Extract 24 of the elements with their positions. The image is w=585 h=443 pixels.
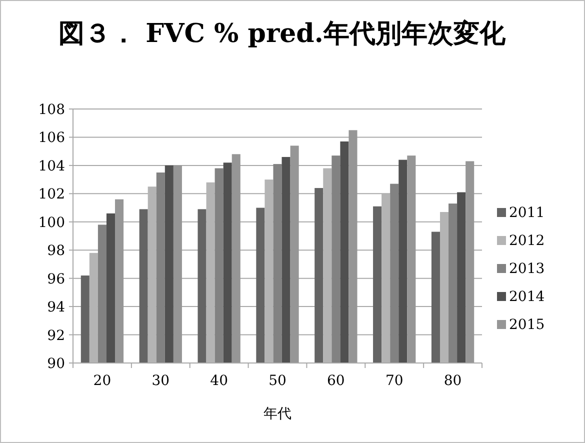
y-tick-label: 92 xyxy=(47,328,65,344)
y-tick-label: 104 xyxy=(38,158,66,174)
x-tick-label: 20 xyxy=(93,373,112,389)
y-tick-label: 94 xyxy=(47,300,66,316)
y-tick-label: 100 xyxy=(38,214,65,231)
x-tick-label: 70 xyxy=(385,373,404,389)
legend-label: 2011 xyxy=(509,205,545,221)
x-tick-label: 80 xyxy=(444,373,462,389)
legend-label: 2012 xyxy=(509,233,545,249)
legend-label: 2013 xyxy=(509,261,545,277)
legend-label: 2015 xyxy=(509,317,545,333)
x-tick-label: 60 xyxy=(327,373,345,389)
x-tick-label: 30 xyxy=(152,373,170,389)
legend-label: 2014 xyxy=(509,289,545,305)
y-tick-label: 98 xyxy=(47,243,65,260)
y-tick-label: 106 xyxy=(38,130,66,146)
y-tick-label: 108 xyxy=(38,102,65,118)
x-tick-label: 40 xyxy=(210,373,228,389)
y-tick-label: 90 xyxy=(47,356,65,372)
y-tick-label: 96 xyxy=(47,271,66,288)
x-tick-label: 50 xyxy=(268,373,286,389)
y-tick-label: 102 xyxy=(38,186,65,203)
title: 図３． FVC % pred.年代別年次変化 xyxy=(58,19,506,49)
x-axis-title: 年代 xyxy=(264,406,292,422)
